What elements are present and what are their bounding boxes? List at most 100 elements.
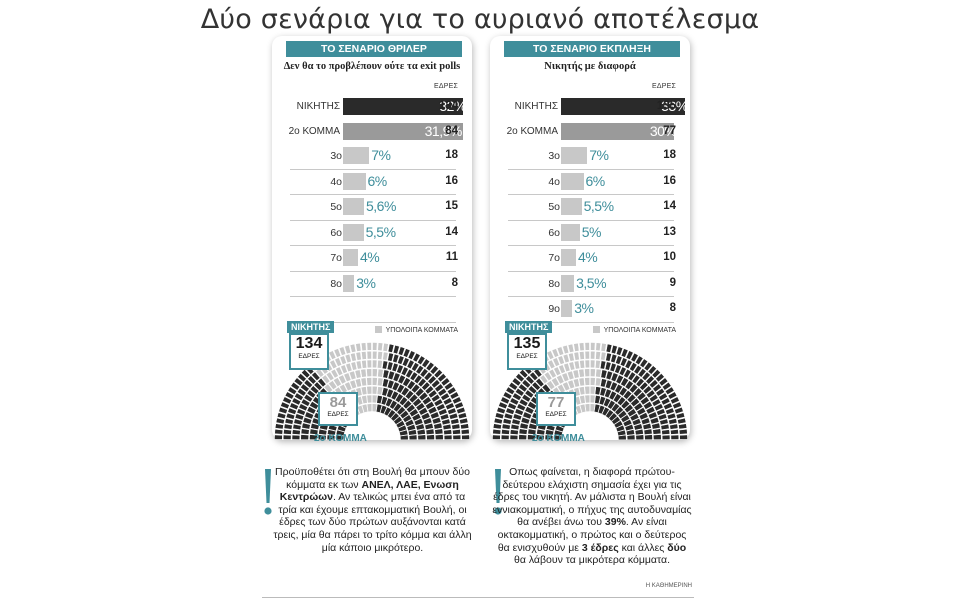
seat (590, 342, 596, 351)
percent-label: 3% (356, 274, 376, 291)
seat (618, 386, 628, 397)
percent-label: 4% (360, 249, 380, 265)
seat (632, 387, 643, 398)
seat (433, 398, 444, 407)
seat (584, 368, 590, 377)
seat (626, 393, 637, 404)
seat (427, 375, 437, 385)
seat (562, 381, 571, 392)
seat (573, 387, 581, 397)
seat (558, 364, 566, 374)
seat (608, 390, 617, 401)
seat (615, 424, 626, 433)
winner-label: ΝΙΚΗΤΗΣ (287, 321, 335, 333)
seat (631, 418, 642, 426)
seat (366, 403, 373, 413)
seat (344, 381, 353, 392)
seat (399, 429, 409, 437)
seat (595, 377, 602, 387)
seat (399, 410, 410, 420)
seat (404, 390, 415, 400)
party-label: 7ο (548, 252, 560, 264)
bar-row: 2ο ΚΟΜΜΑ 30% 77 (490, 120, 690, 145)
seat (620, 348, 629, 358)
seat (415, 365, 425, 375)
seat (631, 374, 641, 385)
percent-label: 32% (439, 98, 466, 114)
vote-bar (561, 172, 584, 190)
seat (297, 373, 307, 383)
vote-bar (561, 274, 575, 292)
seat (366, 368, 372, 377)
winner-label: ΝΙΚΗΤΗΣ (505, 321, 553, 333)
vote-bar (561, 300, 573, 317)
seat (539, 374, 549, 385)
seat (666, 412, 677, 420)
seat (400, 366, 409, 376)
seat (309, 428, 319, 435)
seat (450, 418, 460, 425)
seat (593, 403, 601, 413)
party-label: 6ο (548, 226, 560, 239)
seat (442, 423, 452, 431)
seat (595, 359, 601, 369)
seat (451, 423, 461, 430)
percent-label: 3,5% (576, 274, 607, 291)
seat (401, 357, 410, 367)
seat (664, 386, 675, 396)
seat (502, 391, 513, 400)
seat (605, 409, 614, 419)
seat (435, 434, 444, 440)
seat (344, 353, 352, 364)
bar-row (290, 297, 456, 323)
bar-row: 7ο 4% 11 (290, 246, 458, 272)
seat (617, 410, 628, 420)
seat (511, 418, 521, 426)
seat (366, 377, 372, 386)
seat (609, 362, 617, 373)
seat (274, 428, 284, 435)
seat (607, 399, 616, 410)
seat (422, 417, 433, 426)
seat (391, 362, 399, 373)
bar-row: 2ο ΚΟΜΜΑ 31,9% 84 (272, 120, 472, 145)
seat (654, 403, 664, 412)
seat (380, 396, 389, 406)
seat (402, 377, 411, 387)
seat (636, 407, 647, 416)
second-seats-unit: ΕΔΡΕΣ (327, 411, 349, 418)
seat (518, 383, 528, 393)
seat (675, 412, 686, 420)
seat (543, 371, 553, 382)
seat (501, 423, 511, 430)
seat (294, 413, 305, 421)
percent-label: 3% (574, 300, 594, 316)
seat (339, 355, 347, 365)
seat (402, 414, 413, 423)
seat (375, 403, 383, 413)
note-thriller: Προϋποθέτει ότι στη Βουλή θα μπουν δύο κ… (270, 466, 475, 554)
seat (584, 377, 590, 386)
seat (579, 395, 586, 405)
seat (663, 402, 673, 411)
seat (624, 403, 634, 414)
seat (396, 383, 405, 394)
seat (280, 401, 290, 410)
seat (344, 344, 352, 355)
seat (501, 429, 510, 435)
seats-value: 14 (663, 200, 676, 212)
seat (445, 402, 455, 411)
seat (415, 402, 426, 412)
legend-label: ΥΠΟΛΟΙΠΑ ΚΟΜΜΑΤΑ (385, 327, 458, 334)
seat (330, 368, 339, 379)
seat (425, 401, 435, 410)
seat (335, 429, 345, 437)
seat (641, 371, 651, 381)
bar-row: 8ο 3% 8 (290, 272, 458, 297)
bar-row: 4ο 6% 16 (290, 170, 458, 195)
party-label: 9ο (548, 303, 560, 315)
seat (376, 386, 384, 396)
bar-rows: ΝΙΚΗΤΗΣ 32% 134 2ο ΚΟΜΜΑ 31,9% 84 3ο 7% 18 4ο 6% 16… (272, 95, 472, 323)
seat (524, 389, 535, 399)
seat (614, 383, 623, 394)
